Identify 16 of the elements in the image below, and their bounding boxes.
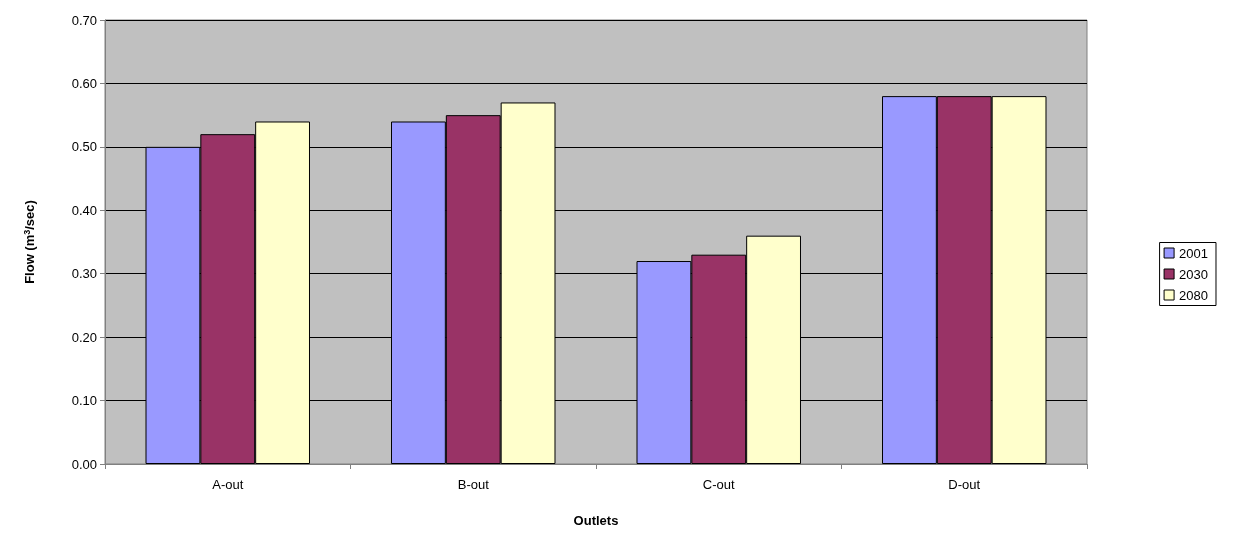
x-tick-label: A-out (212, 477, 244, 492)
legend-label: 2030 (1179, 266, 1208, 282)
y-tick-label: 0.00 (71, 456, 97, 472)
x-tick-label: B-out (457, 477, 490, 492)
y-tick-label: 0.50 (71, 139, 97, 155)
y-tick-label: 0.20 (71, 329, 97, 345)
y-tick-label: 0.70 (71, 12, 97, 28)
y-tick-label: 0.30 (71, 266, 97, 282)
legend-label: 2080 (1179, 287, 1208, 303)
y-tick-label: 0.40 (71, 202, 97, 218)
legend-label: 2001 (1179, 245, 1208, 261)
x-axis-title: Outlets (573, 513, 619, 528)
x-tick-label: C-out (702, 477, 736, 492)
x-tick-label: D-out (948, 477, 981, 492)
y-tick-label: 0.60 (71, 75, 97, 91)
y-tick-label: 0.10 (71, 393, 97, 409)
